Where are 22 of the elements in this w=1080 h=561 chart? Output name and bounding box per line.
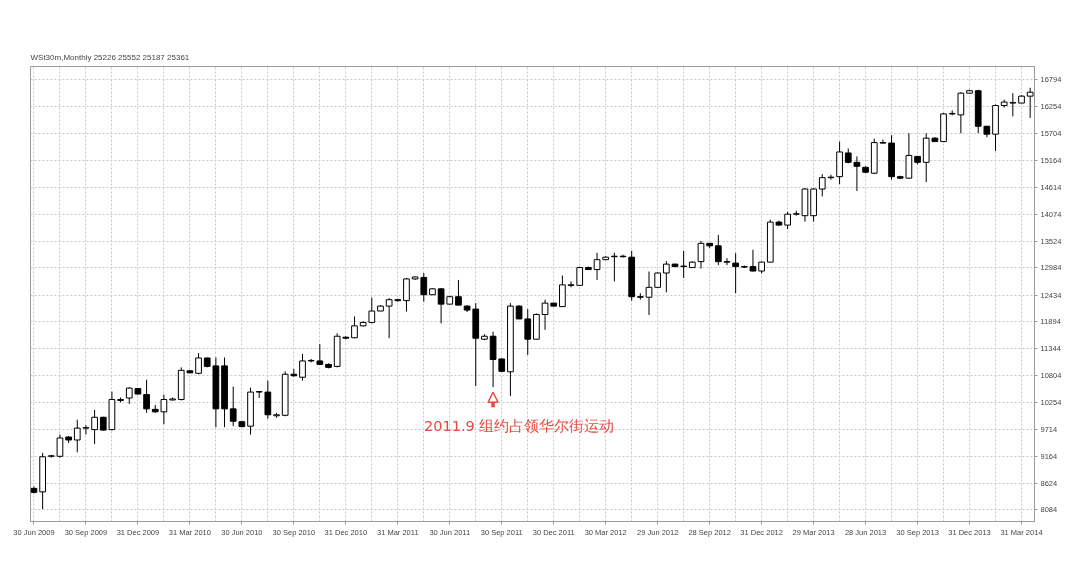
- candlestick: [455, 279, 462, 306]
- candlestick: [229, 386, 237, 427]
- candlestick: [732, 252, 739, 294]
- annotation: 2011.9 组约占领华尔街运动: [424, 417, 615, 434]
- candlestick: [723, 257, 731, 266]
- candlestick: [749, 249, 757, 273]
- candlestick: [1026, 87, 1034, 119]
- candlestick: [403, 277, 410, 313]
- candlestick: [714, 234, 722, 266]
- candlestick: [299, 353, 306, 382]
- candlestick: [264, 380, 272, 420]
- candlestick: [73, 419, 81, 453]
- candlestick: [559, 274, 566, 308]
- candlestick: [82, 424, 90, 436]
- candlestick: [697, 240, 705, 270]
- candlestick: [593, 252, 601, 281]
- candlestick: [143, 379, 150, 414]
- candlestick: [567, 280, 575, 288]
- candlestick: [91, 409, 98, 445]
- chart-title: WSt30m,Monthly 25226 25552 25187 25361: [30, 52, 190, 62]
- candlestick: [524, 308, 532, 356]
- candlestick: [316, 343, 324, 366]
